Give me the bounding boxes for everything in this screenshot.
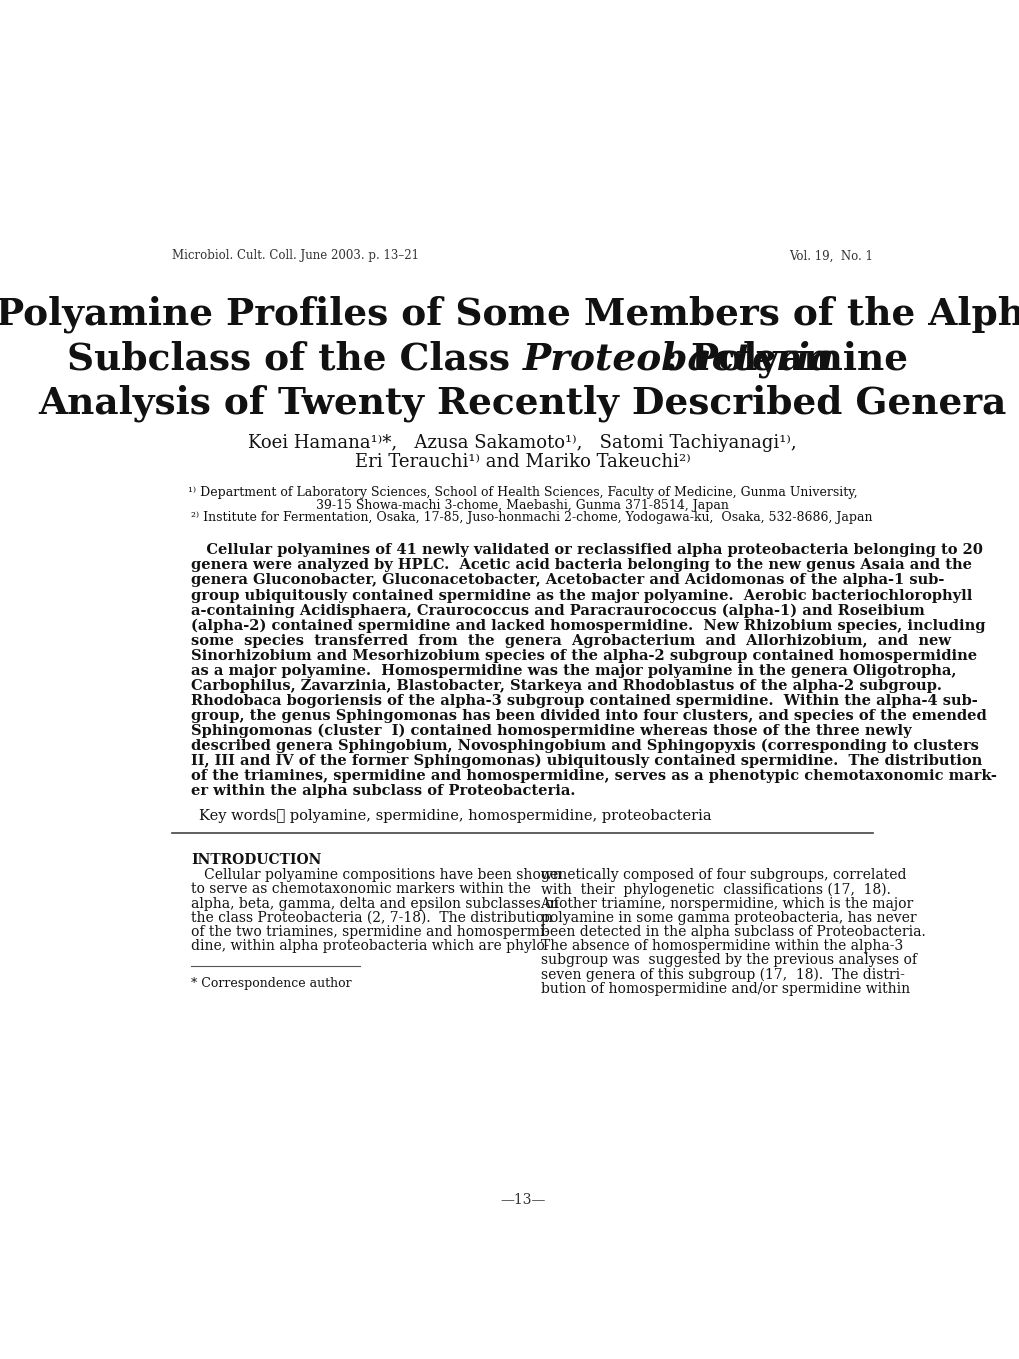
Text: seven genera of this subgroup (17,  18).  The distri-: seven genera of this subgroup (17, 18). … xyxy=(540,968,904,983)
Text: * Correspondence author: * Correspondence author xyxy=(191,977,352,989)
Text: the class Proteobacteria (2, 7‑18).  The distribution: the class Proteobacteria (2, 7‑18). The … xyxy=(191,911,552,924)
Text: as a major polyamine.  Homospermidine was the major polyamine in the genera Olig: as a major polyamine. Homospermidine was… xyxy=(191,663,956,678)
Text: Cellular polyamines of 41 newly validated or reclassified alpha proteobacteria b: Cellular polyamines of 41 newly validate… xyxy=(191,544,982,557)
Text: of the two triamines, spermidine and homospermi-: of the two triamines, spermidine and hom… xyxy=(191,925,549,939)
Text: The absence of homospermidine within the alpha‑3: The absence of homospermidine within the… xyxy=(540,939,902,953)
Text: subgroup was  suggested by the previous analyses of: subgroup was suggested by the previous a… xyxy=(540,954,916,968)
Text: genera were analyzed by HPLC.  Acetic acid bacteria belonging to the new genus A: genera were analyzed by HPLC. Acetic aci… xyxy=(191,559,971,572)
Text: Sphingomonas (cluster  I) contained homospermidine whereas those of the three ne: Sphingomonas (cluster I) contained homos… xyxy=(191,723,911,738)
Text: group ubiquitously contained spermidine as the major polyamine.  Aerobic bacteri: group ubiquitously contained spermidine … xyxy=(191,588,971,602)
Text: Carbophilus, Zavarzinia, Blastobacter, Starkeya and Rhodoblastus of the alpha‑2 : Carbophilus, Zavarzinia, Blastobacter, S… xyxy=(191,678,941,693)
Text: of the triamines, spermidine and homospermidine, serves as a phenotypic chemotax: of the triamines, spermidine and homospe… xyxy=(191,769,996,783)
Text: —13—: —13— xyxy=(499,1193,545,1207)
Text: Analysis of Twenty Recently Described Genera: Analysis of Twenty Recently Described Ge… xyxy=(39,385,1006,423)
Text: genera Gluconobacter, Gluconacetobacter, Acetobacter and Acidomonas of the alpha: genera Gluconobacter, Gluconacetobacter,… xyxy=(191,573,944,587)
Text: Sinorhizobium and Mesorhizobium species of the alpha‑2 subgroup contained homosp: Sinorhizobium and Mesorhizobium species … xyxy=(191,648,976,663)
Text: alpha, beta, gamma, delta and epsilon subclasses of: alpha, beta, gamma, delta and epsilon su… xyxy=(191,897,558,911)
Text: Proteobacteria: Proteobacteria xyxy=(522,340,835,378)
Text: : Polyamine: : Polyamine xyxy=(663,340,907,378)
Text: ²⁾ Institute for Fermentation, Osaka, 17‑85, Juso-honmachi 2‑chome, Yodogawa-ku,: ²⁾ Institute for Fermentation, Osaka, 17… xyxy=(191,511,871,525)
Text: genetically composed of four subgroups, correlated: genetically composed of four subgroups, … xyxy=(540,868,905,882)
Text: Another triamine, norspermidine, which is the major: Another triamine, norspermidine, which i… xyxy=(540,897,913,911)
Text: Polyamine Profiles of Some Members of the Alpha: Polyamine Profiles of Some Members of th… xyxy=(0,295,1019,333)
Text: Rhodobaca bogoriensis of the alpha‑3 subgroup contained spermidine.  Within the : Rhodobaca bogoriensis of the alpha‑3 sub… xyxy=(191,693,977,708)
Text: ¹⁾ Department of Laboratory Sciences, School of Health Sciences, Faculty of Medi: ¹⁾ Department of Laboratory Sciences, Sc… xyxy=(187,487,857,500)
Text: INTRODUCTION: INTRODUCTION xyxy=(191,852,321,867)
Text: polyamine in some gamma proteobacteria, has never: polyamine in some gamma proteobacteria, … xyxy=(540,911,915,924)
Text: to serve as chemotaxonomic markers within the: to serve as chemotaxonomic markers withi… xyxy=(191,882,531,896)
Text: Vol. 19,  No. 1: Vol. 19, No. 1 xyxy=(789,249,872,262)
Text: Eri Terauchi¹⁾ and Mariko Takeuchi²⁾: Eri Terauchi¹⁾ and Mariko Takeuchi²⁾ xyxy=(355,453,690,470)
Text: bution of homospermidine and/or spermidine within: bution of homospermidine and/or spermidi… xyxy=(540,983,909,996)
Text: group, the genus Sphingomonas has been divided into four clusters, and species o: group, the genus Sphingomonas has been d… xyxy=(191,708,985,723)
Text: II, III and IV of the former Sphingomonas) ubiquitously contained spermidine.  T: II, III and IV of the former Sphingomona… xyxy=(191,754,981,768)
Text: Microbiol. Cult. Coll. June 2003. p. 13–21: Microbiol. Cult. Coll. June 2003. p. 13–… xyxy=(172,249,419,262)
Text: Koei Hamana¹⁾*,   Azusa Sakamoto¹⁾,   Satomi Tachiyanagi¹⁾,: Koei Hamana¹⁾*, Azusa Sakamoto¹⁾, Satomi… xyxy=(249,434,796,453)
Text: with  their  phylogenetic  classifications (17,  18).: with their phylogenetic classifications … xyxy=(540,882,890,897)
Text: been detected in the alpha subclass of Proteobacteria.: been detected in the alpha subclass of P… xyxy=(540,925,924,939)
Text: 39‑15 Showa-machi 3‑chome, Maebashi, Gunma 371‑8514, Japan: 39‑15 Showa-machi 3‑chome, Maebashi, Gun… xyxy=(316,499,729,512)
Text: Key words： polyamine, spermidine, homospermidine, proteobacteria: Key words： polyamine, spermidine, homosp… xyxy=(199,810,710,824)
Text: er within the alpha subclass of Proteobacteria.: er within the alpha subclass of Proteoba… xyxy=(191,784,575,798)
Text: a‑containing Acidisphaera, Craurococcus and Paracraurococcus (alpha‑1) and Rosei: a‑containing Acidisphaera, Craurococcus … xyxy=(191,603,924,618)
Text: (alpha-2) contained spermidine and lacked homospermidine.  New Rhizobium species: (alpha-2) contained spermidine and lacke… xyxy=(191,618,984,633)
Text: described genera Sphingobium, Novosphingobium and Sphingopyxis (corresponding to: described genera Sphingobium, Novosphing… xyxy=(191,739,978,753)
Text: some  species  transferred  from  the  genera  Agrobacterium  and  Allorhizobium: some species transferred from the genera… xyxy=(191,633,950,647)
Text: dine, within alpha proteobacteria which are phylo-: dine, within alpha proteobacteria which … xyxy=(191,939,549,953)
Text: Cellular polyamine compositions have been shown: Cellular polyamine compositions have bee… xyxy=(191,868,561,882)
Text: Subclass of the Class: Subclass of the Class xyxy=(66,340,522,378)
